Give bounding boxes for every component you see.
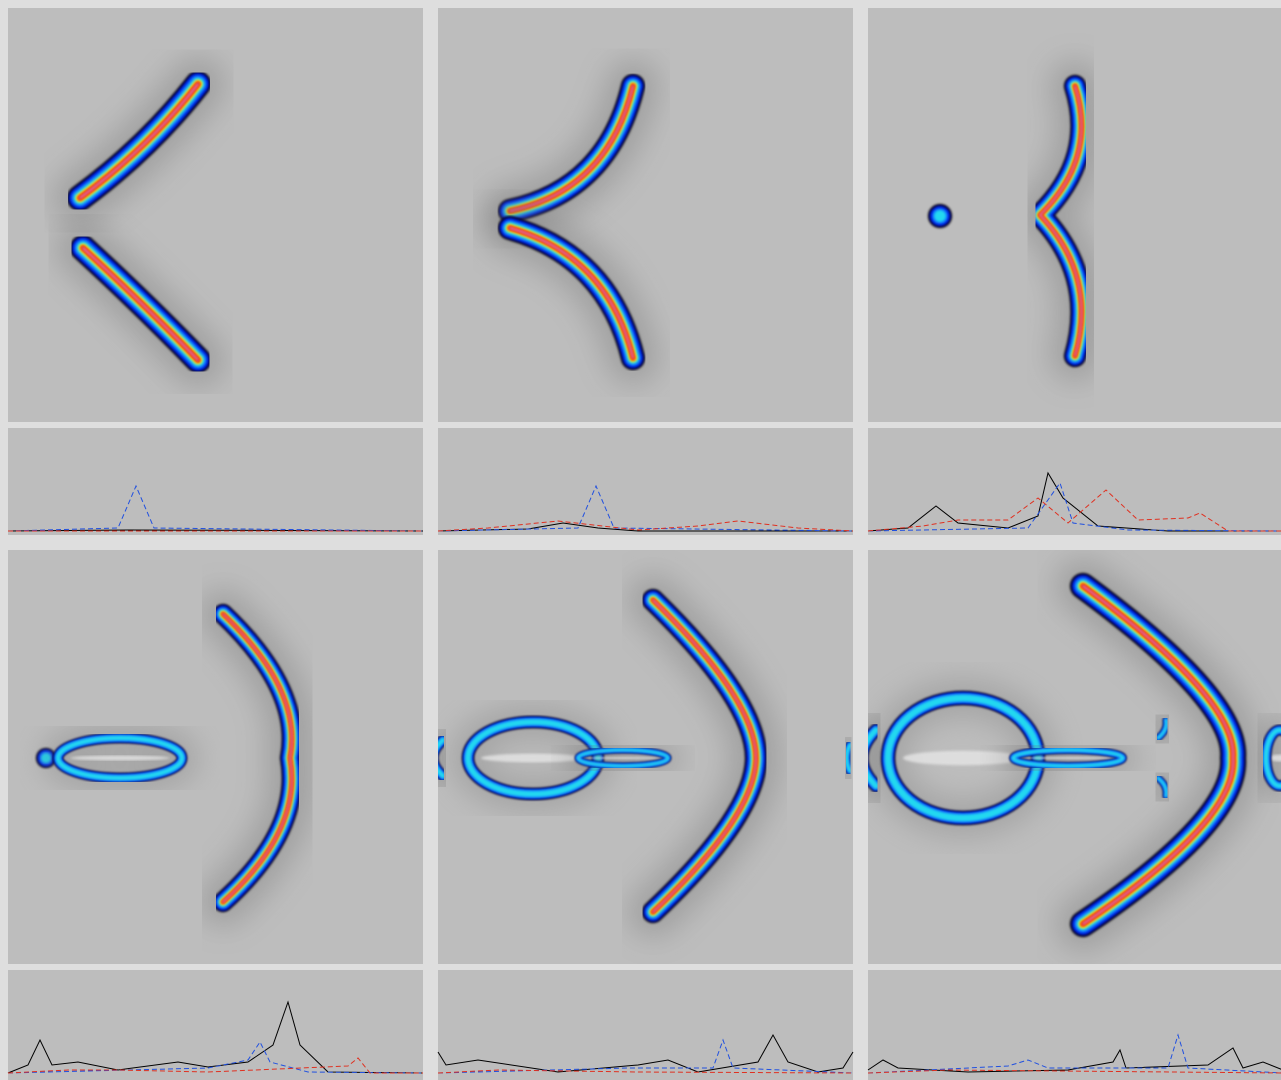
profile-plot xyxy=(438,428,853,535)
plot-background xyxy=(8,428,423,535)
panel xyxy=(8,8,423,535)
plot-background xyxy=(8,970,423,1080)
profile-plot xyxy=(438,970,853,1080)
panel xyxy=(862,550,1281,1080)
core xyxy=(587,757,659,759)
dot-layer xyxy=(934,210,946,222)
panel xyxy=(438,8,853,535)
plot-background xyxy=(868,970,1281,1080)
core xyxy=(1024,757,1112,759)
panel xyxy=(868,8,1281,535)
profile-plot xyxy=(868,970,1281,1080)
profile-plot xyxy=(8,970,423,1080)
profile-plot xyxy=(8,428,423,535)
core xyxy=(70,756,169,761)
panel xyxy=(8,550,423,1080)
plot-background xyxy=(438,428,853,535)
profile-plot xyxy=(868,428,1281,535)
figure xyxy=(0,0,1281,1080)
plot-background xyxy=(868,428,1281,535)
panel xyxy=(433,550,853,1080)
